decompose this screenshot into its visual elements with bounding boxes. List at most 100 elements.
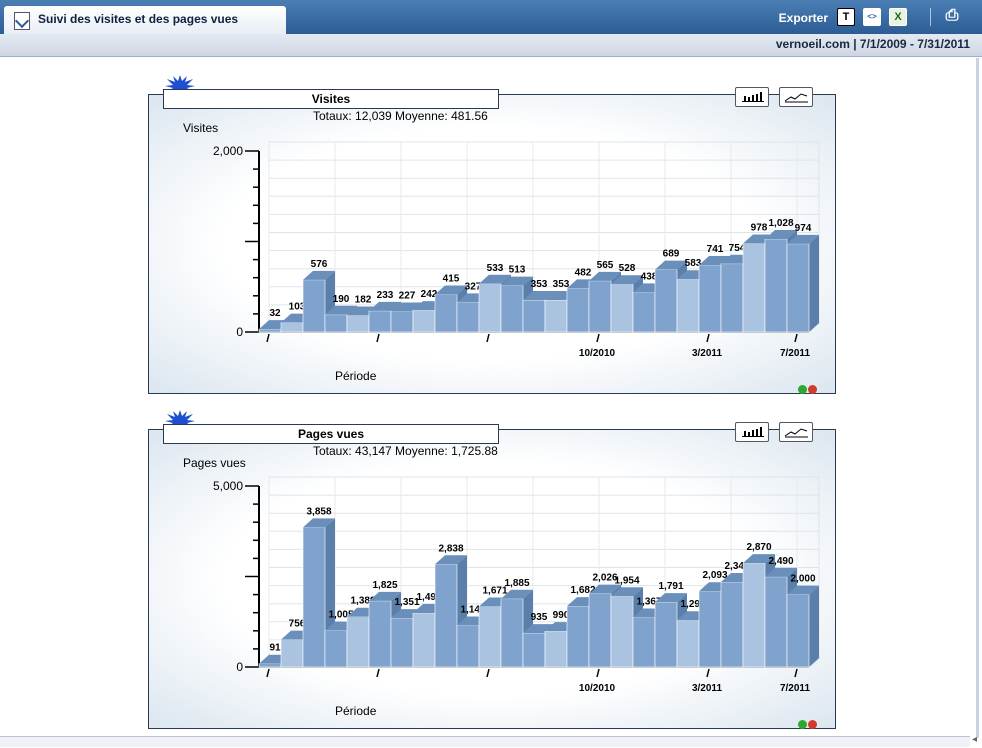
bar-value-label: 1,682 <box>570 585 595 596</box>
bar-value-label: 1,825 <box>372 580 397 591</box>
xml-export-icon[interactable]: <> <box>863 8 881 26</box>
chart-title: Visites <box>311 92 351 106</box>
excel-export-icon[interactable]: X <box>889 8 907 26</box>
x-tick <box>794 333 798 343</box>
bar-value-label: 233 <box>377 290 394 301</box>
bar-front <box>478 283 502 333</box>
line-chart-icon <box>784 93 808 103</box>
bar <box>786 585 819 668</box>
bar <box>786 234 819 333</box>
y-tick-label: 2,000 <box>213 144 243 158</box>
x-tick-label: 3/2011 <box>692 348 722 359</box>
bar-value-label: 2,000 <box>790 574 815 585</box>
bar-top <box>611 587 643 597</box>
bar-value-label: 576 <box>311 259 328 270</box>
bar-top <box>589 584 621 594</box>
bar-value-label: 1,671 <box>482 586 507 597</box>
line-chart-view-button[interactable] <box>779 87 813 107</box>
bar-front <box>324 314 348 333</box>
bar-front <box>522 632 546 668</box>
bar-top <box>655 593 687 603</box>
status-indicators <box>797 381 817 399</box>
bar-value-label: 756 <box>289 619 306 630</box>
bar-value-label: 528 <box>619 263 636 274</box>
export-label: Exporter <box>778 11 828 25</box>
x-tick <box>706 668 710 678</box>
bar-top <box>501 276 533 286</box>
bar-value-label: 2,490 <box>768 556 793 567</box>
bar-front <box>588 593 612 668</box>
bar-value-label: 1,351 <box>394 597 419 608</box>
bar-value-label: 1,954 <box>614 575 639 586</box>
bar-front <box>610 283 634 333</box>
bar-front <box>632 292 656 333</box>
bar-value-label: 1,389 <box>350 596 375 607</box>
bar-value-label: 2,093 <box>702 570 727 581</box>
status-green-icon <box>798 720 807 729</box>
bar-front <box>522 299 546 333</box>
bar-value-label: 327 <box>465 281 482 292</box>
chart-title: Pages vues <box>297 427 365 441</box>
bar-front <box>390 311 414 333</box>
bar-front <box>676 278 700 333</box>
bar-front <box>764 576 788 668</box>
bar-front <box>456 302 480 333</box>
starburst-icon <box>165 410 195 427</box>
bar-top <box>589 271 621 281</box>
bar-value-label: 1,791 <box>658 581 683 592</box>
bar-top <box>523 291 555 301</box>
bar-front <box>346 315 370 333</box>
x-tick-label: 10/2010 <box>579 683 616 694</box>
bar-value-label: 1,293 <box>680 599 705 610</box>
bar-value-label: 1,005 <box>328 610 353 621</box>
bar-value-label: 438 <box>641 271 658 282</box>
bar-value-label: 1,493 <box>416 592 441 603</box>
bar-top <box>325 305 357 315</box>
x-tick <box>794 668 798 678</box>
bar-value-label: 565 <box>597 260 614 271</box>
title-bar: Suivi des visites et des pages vues Expo… <box>0 0 982 34</box>
bar-value-label: 2,870 <box>746 542 771 553</box>
right-border <box>976 58 979 738</box>
toolbar-divider <box>930 8 931 26</box>
bar-front <box>544 299 568 333</box>
x-tick-label: 3/2011 <box>692 683 722 694</box>
bar-front <box>434 294 458 333</box>
line-chart-view-button[interactable] <box>779 422 813 442</box>
report-context-bar: vernoeil.com | 7/1/2009 - 7/31/2011 <box>0 34 982 57</box>
bar-chart-view-button[interactable] <box>735 87 769 107</box>
bar-front <box>632 617 656 668</box>
visits-bar-chart: 0 2,000 32 103 576 190 182 233 227 242 415 327 533 51… <box>213 141 821 359</box>
chart-summary: Totaux: 43,147 Moyenne: 1,725.88 <box>313 444 498 458</box>
x-tick-label: 7/2011 <box>780 683 810 694</box>
bar-front <box>764 238 788 333</box>
report-tab[interactable]: Suivi des visites et des pages vues <box>4 6 286 34</box>
bar-front <box>544 630 568 668</box>
status-indicators <box>797 716 817 734</box>
bar-value-label: 353 <box>553 279 570 290</box>
scroll-left-arrow-icon[interactable]: ◂ <box>972 734 978 745</box>
bar-front <box>588 280 612 333</box>
status-red-icon <box>808 385 817 394</box>
site-and-date-range: vernoeil.com | 7/1/2009 - 7/31/2011 <box>775 37 970 51</box>
horizontal-scrollbar[interactable] <box>0 736 970 747</box>
bar-front <box>720 581 744 668</box>
bar-front <box>742 562 766 668</box>
bar-value-label: 2,026 <box>592 573 617 584</box>
bar-top <box>787 585 819 595</box>
bar-value-label: 741 <box>707 244 724 255</box>
x-tick <box>596 668 600 678</box>
bar-value-label: 182 <box>355 295 372 306</box>
bar-top <box>501 589 533 599</box>
print-icon[interactable]: ⎙ <box>945 7 959 24</box>
bar-top <box>765 567 797 577</box>
bar-front <box>676 619 700 668</box>
x-tick <box>266 668 270 678</box>
chart-summary: Totaux: 12,039 Moyenne: 481.56 <box>313 109 488 123</box>
text-export-icon[interactable]: T <box>837 8 855 26</box>
pageviews-bar-chart: 0 5,000 91 756 3,858 1,005 1,389 1,825 1,3511,49… <box>213 476 821 694</box>
bar-front <box>280 639 304 668</box>
bar-chart-view-button[interactable] <box>735 422 769 442</box>
bar-value-label: 990 <box>553 610 570 621</box>
bar-value-label: 190 <box>333 294 350 305</box>
